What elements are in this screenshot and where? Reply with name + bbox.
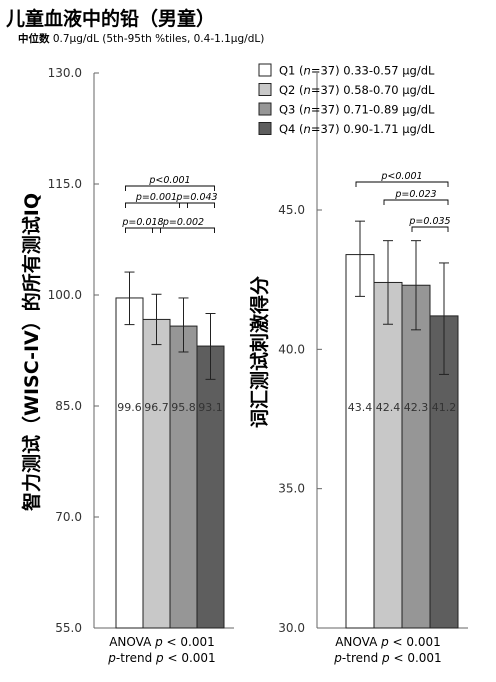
legend-swatch xyxy=(258,63,272,77)
legend-entry: Q3 (n=37) 0.71-0.89 μg/dL xyxy=(279,103,435,117)
value-label: 93.1 xyxy=(198,401,223,414)
y-axis-label: 词汇测试刺激得分 xyxy=(248,276,271,428)
significance-bracket xyxy=(383,199,449,205)
bar-q3 xyxy=(169,325,198,629)
bar-q3 xyxy=(401,284,431,629)
significance-bracket xyxy=(125,227,161,233)
y-tick-label: 40.0 xyxy=(278,342,305,356)
value-label: 42.3 xyxy=(404,401,429,414)
chart-subtitle: 中位数 0.7μg/dL (5th-95th %tiles, 0.4-1.1μg… xyxy=(18,31,264,46)
significance-bracket xyxy=(411,226,449,232)
y-tick-label: 85.0 xyxy=(55,399,82,413)
y-tick-label: 55.0 xyxy=(55,621,82,635)
significance-bracket xyxy=(125,185,215,191)
value-label: 41.2 xyxy=(432,401,457,414)
bar-q1 xyxy=(115,297,144,629)
significance-label: p<0.001 xyxy=(380,171,422,182)
significance-label: p=0.023 xyxy=(394,189,436,200)
y-tick-label: 115.0 xyxy=(48,177,82,191)
significance-label: p=0.018 xyxy=(121,217,163,228)
y-tick-label: 100.0 xyxy=(48,288,82,302)
bar-q2 xyxy=(142,318,171,629)
y-tick-label: 45.0 xyxy=(278,203,305,217)
legend-swatch xyxy=(258,102,272,116)
legend-entry: Q1 (n=37) 0.33-0.57 μg/dL xyxy=(279,64,435,78)
bar-q4 xyxy=(196,345,225,629)
significance-bracket xyxy=(152,227,215,233)
subtitle-label: 中位数 xyxy=(18,33,50,45)
y-tick-label: 130.0 xyxy=(48,66,82,80)
subtitle-text: 0.7μg/dL (5th-95th %tiles, 0.4-1.1μg/dL) xyxy=(52,33,265,45)
y-tick-label: 35.0 xyxy=(278,482,305,496)
anova-label: ANOVA p < 0.001 xyxy=(109,635,215,649)
significance-label: p=0.001 xyxy=(135,192,177,203)
significance-bracket xyxy=(125,202,188,208)
significance-label: p<0.001 xyxy=(148,175,190,186)
bar-q1 xyxy=(345,254,375,629)
value-label: 95.8 xyxy=(171,401,196,414)
significance-bracket xyxy=(179,202,215,208)
value-label: 99.6 xyxy=(117,401,142,414)
legend-entry: Q2 (n=37) 0.58-0.70 μg/dL xyxy=(279,83,435,97)
significance-label: p=0.035 xyxy=(408,216,450,227)
legend-entry: Q4 (n=37) 0.90-1.71 μg/dL xyxy=(279,122,435,136)
value-label: 96.7 xyxy=(144,401,169,414)
legend-swatch xyxy=(258,83,272,96)
significance-label: p=0.002 xyxy=(162,217,204,228)
legend-swatch xyxy=(258,122,272,135)
chart-title: 儿童血液中的铅（男童） xyxy=(6,8,216,30)
bar-q2 xyxy=(373,281,403,629)
trend-label: p-trend p < 0.001 xyxy=(107,651,215,665)
significance-bracket xyxy=(355,181,449,187)
anova-label: ANOVA p < 0.001 xyxy=(335,635,441,649)
y-tick-label: 30.0 xyxy=(278,621,305,635)
trend-label: p-trend p < 0.001 xyxy=(333,651,441,665)
value-label: 42.4 xyxy=(376,401,401,414)
value-label: 43.4 xyxy=(348,401,373,414)
y-tick-label: 70.0 xyxy=(55,510,82,524)
y-axis-label: 智力测试（WISC-IV）的所有测试IQ xyxy=(20,193,43,511)
significance-label: p=0.043 xyxy=(175,192,217,203)
